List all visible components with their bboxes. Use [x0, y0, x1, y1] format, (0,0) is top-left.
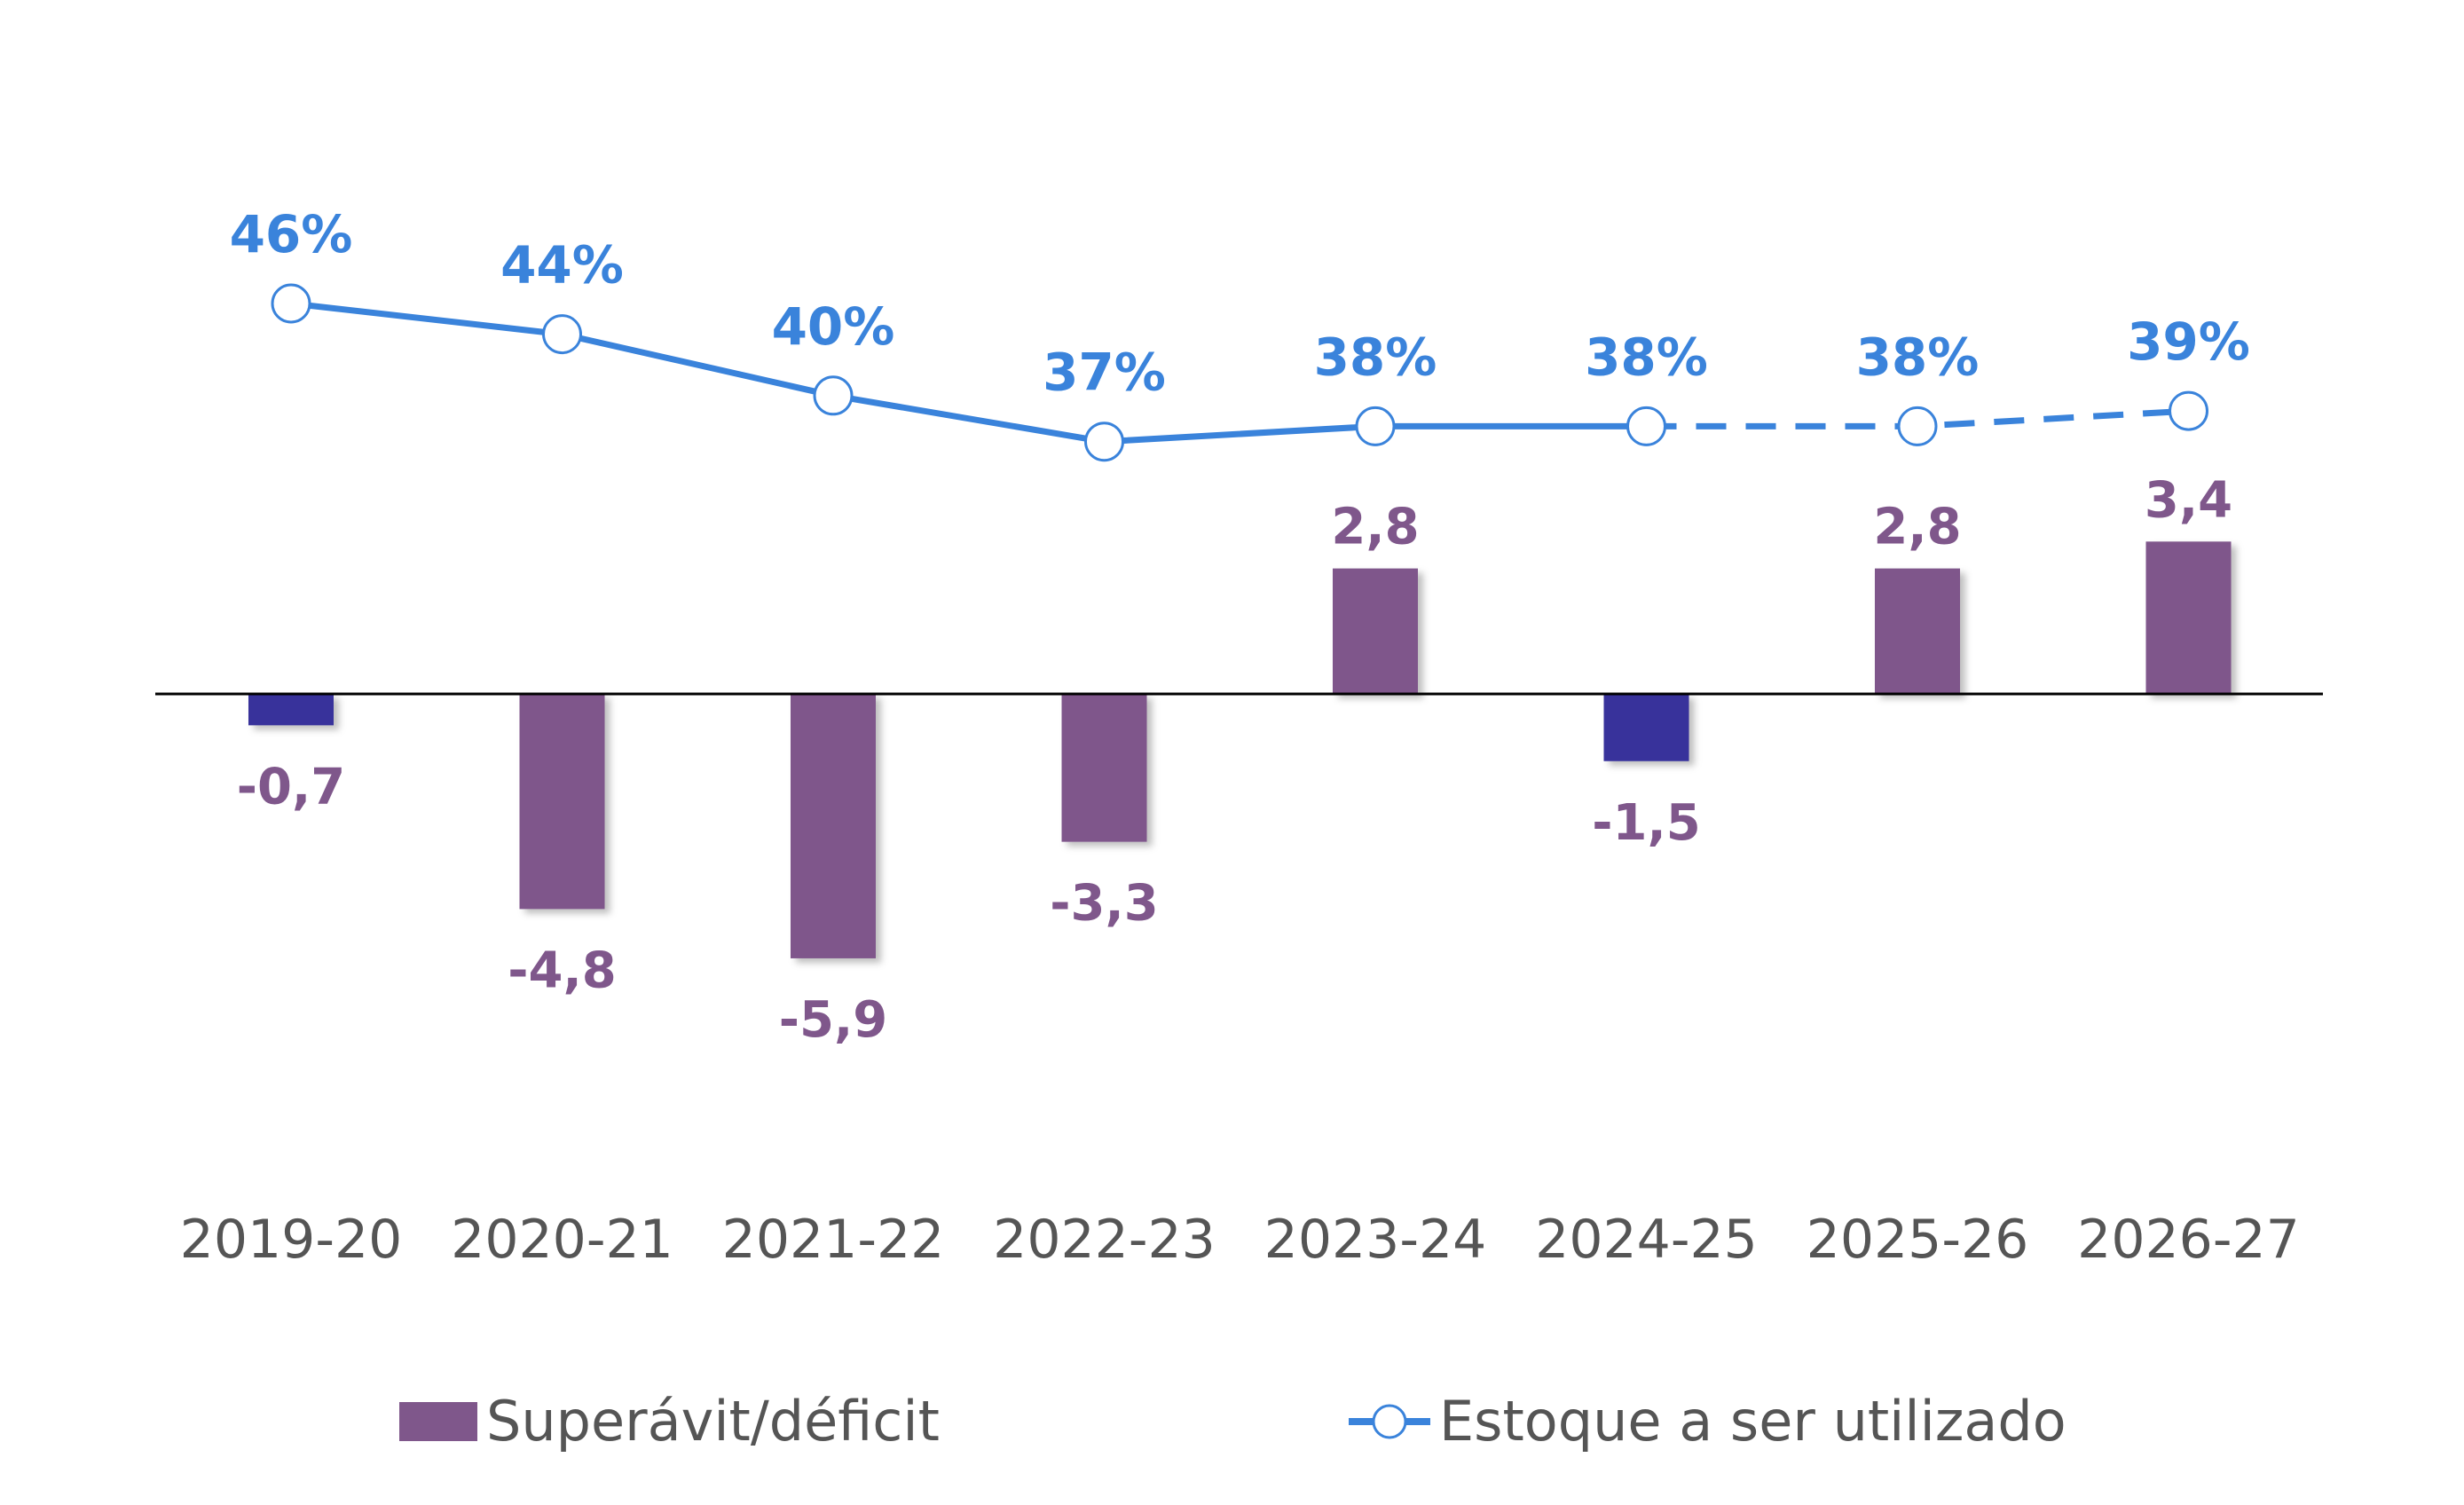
bar-2020-21	[519, 694, 605, 910]
line-point-2023-24	[1355, 406, 1396, 446]
legend-marker-sample	[1372, 1404, 1407, 1439]
x-tick-label-2022-23: 2022-23	[993, 1209, 1216, 1271]
line-label-2026-27: 39%	[2127, 311, 2250, 372]
bar-2026-27	[2145, 541, 2232, 694]
line-label-2025-26: 38%	[1856, 327, 1980, 387]
line-label-2023-24: 38%	[1314, 327, 1437, 387]
legend: Superávit/déficit Estoque a ser utilizad…	[399, 1389, 2066, 1454]
bar-2022-23	[1061, 694, 1147, 842]
legend-item-bars: Superávit/déficit	[399, 1389, 940, 1454]
bar-2024-25	[1603, 694, 1689, 761]
bar-2025-26	[1875, 568, 1960, 694]
bar-label-2025-26: 2,8	[1873, 499, 1961, 556]
bar-label-2023-24: 2,8	[1331, 499, 1419, 556]
bar-2023-24	[1333, 568, 1418, 694]
line-point-2021-22	[813, 375, 854, 416]
legend-swatch-bars	[399, 1402, 477, 1441]
bar-label-2024-25: -1,5	[1592, 794, 1700, 852]
line-label-2024-25: 38%	[1585, 327, 1708, 387]
line-point-2020-21	[542, 314, 582, 355]
x-axis-labels: 2019-20 2020-21 2021-22 2022-23 2023-24 2024-…	[180, 1209, 2300, 1271]
line-point-2019-20	[271, 283, 311, 324]
line-label-2020-21: 44%	[500, 235, 624, 295]
bar-label-2026-27: 3,4	[2145, 471, 2232, 529]
x-tick-label-2025-26: 2025-26	[1807, 1209, 2029, 1271]
x-tick-label-2024-25: 2024-25	[1535, 1209, 1758, 1271]
line-label-2022-23: 37%	[1043, 343, 1166, 403]
x-tick-label-2021-22: 2021-22	[722, 1209, 945, 1271]
x-tick-label-2026-27: 2026-27	[2077, 1209, 2300, 1271]
bar-2021-22	[791, 694, 876, 958]
line-series-actual	[290, 300, 1647, 445]
bar-label-2019-20: -0,7	[237, 758, 345, 816]
bar-label-2022-23: -3,3	[1050, 875, 1158, 933]
x-tick-label-2023-24: 2023-24	[1264, 1209, 1487, 1271]
line-point-2025-26	[1897, 406, 1938, 446]
bar-2019-20	[248, 694, 334, 726]
line-label-2019-20: 46%	[230, 204, 353, 264]
line-layer	[271, 283, 2208, 462]
legend-label-bars: Superávit/déficit	[486, 1389, 940, 1454]
x-tick-label-2020-21: 2020-21	[451, 1209, 673, 1271]
bar-label-2020-21: -4,8	[508, 942, 616, 999]
x-tick-label-2019-20: 2019-20	[180, 1209, 403, 1271]
legend-label-line: Estoque a ser utilizado	[1439, 1389, 2066, 1454]
line-label-2021-22: 40%	[772, 296, 895, 357]
line-point-2024-25	[1626, 406, 1666, 446]
line-point-2022-23	[1084, 422, 1124, 462]
labels-layer: -0,7 -4,8 -5,9 -3,3 2,8 -1,5 2,8 3,4 46% 44% 40% 37…	[230, 204, 2250, 1049]
line-point-2026-27	[2169, 390, 2208, 431]
bars-layer	[248, 541, 2232, 958]
bar-label-2021-22: -5,9	[779, 991, 887, 1049]
legend-item-line: Estoque a ser utilizado	[1349, 1389, 2066, 1454]
